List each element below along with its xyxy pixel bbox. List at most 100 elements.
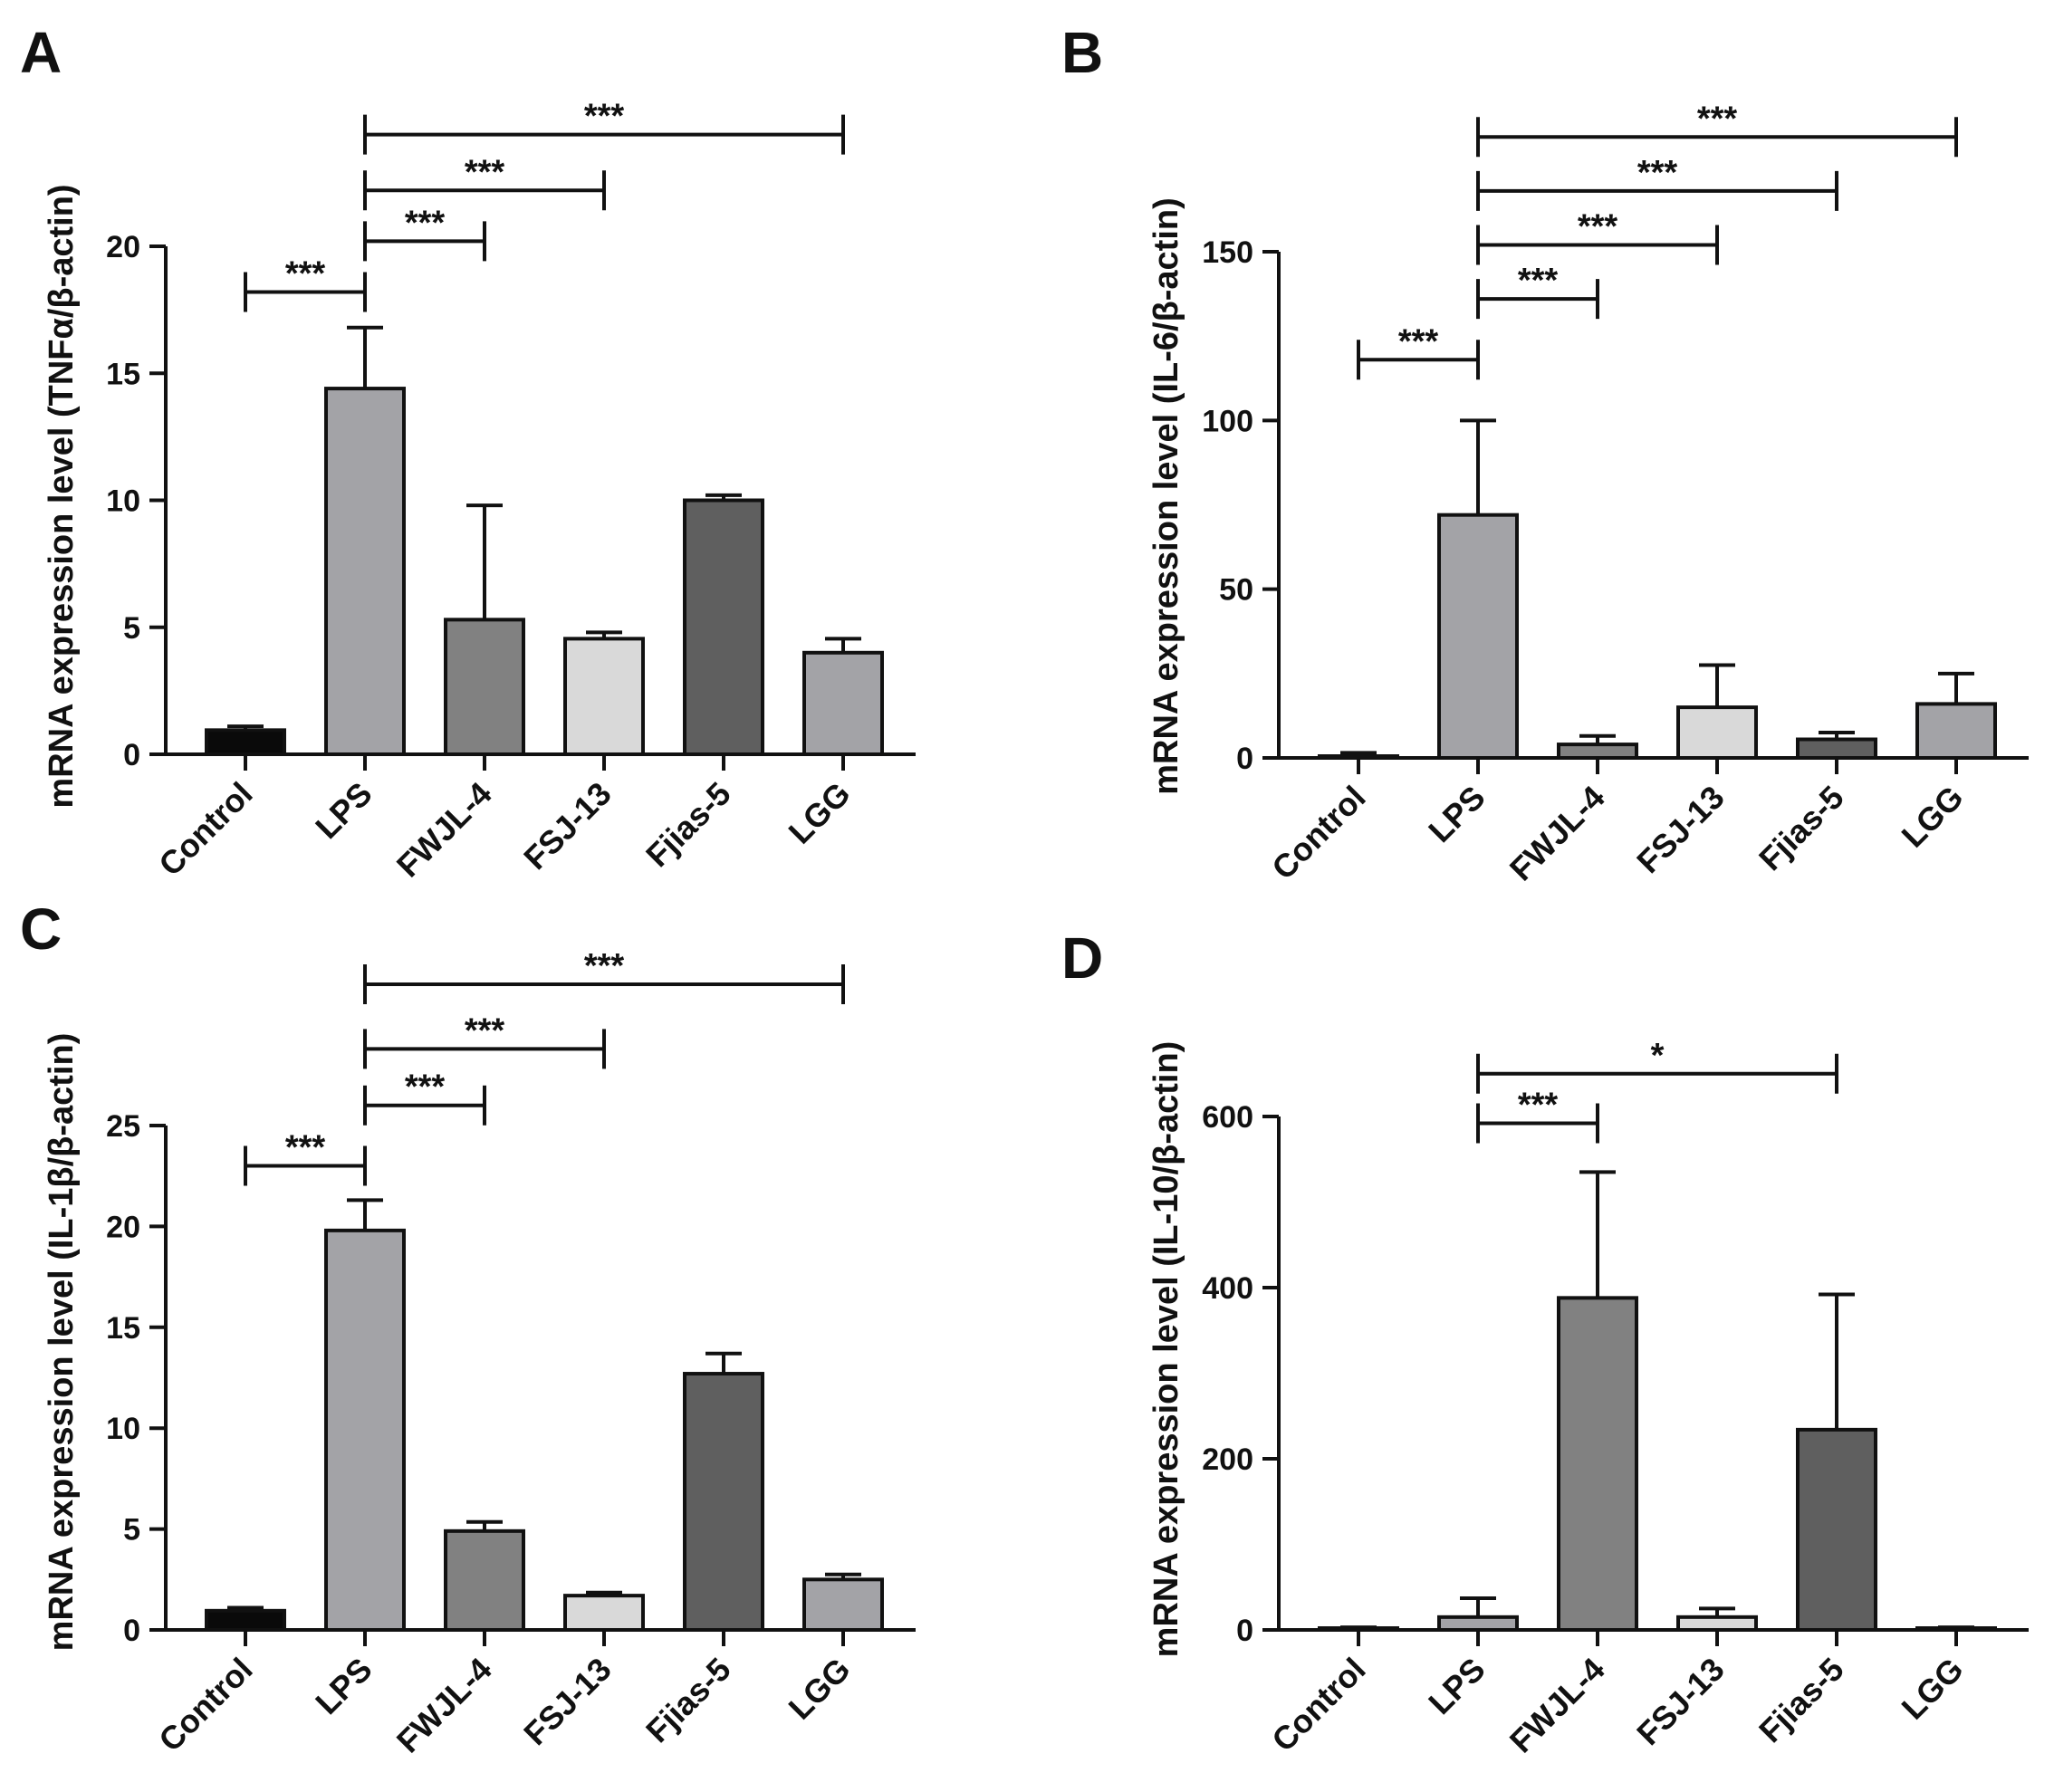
y-tick-label: 5 bbox=[123, 611, 140, 646]
significance-bracket bbox=[244, 272, 367, 312]
bar-fsj-13 bbox=[563, 637, 645, 756]
panel-c: C mRNA expression level (IL-1β/β-actin) … bbox=[20, 896, 916, 1760]
bar-lps bbox=[324, 1228, 406, 1632]
category-label: LGG bbox=[1895, 1651, 1971, 1727]
bar-fjias-5 bbox=[683, 498, 764, 756]
category-label: Control bbox=[1264, 779, 1372, 886]
panel-letter-b: B bbox=[1061, 20, 1103, 85]
significance-bracket bbox=[363, 221, 486, 262]
category-label: FWJL-4 bbox=[389, 775, 499, 885]
bar-fsj-13 bbox=[1676, 1615, 1758, 1632]
plot-area-b: 0 50 100 150 Control LPS FWJL-4 FSJ-13 Fjias-5 LG… bbox=[1202, 100, 2029, 888]
category-label: Fjias-5 bbox=[638, 1651, 738, 1750]
significance-label: *** bbox=[285, 254, 326, 292]
y-axis-title-c: mRNA expression level (IL-1β/β-actin) bbox=[43, 1033, 81, 1652]
y-axis-title-a: mRNA expression level (TNFα/β-actin) bbox=[43, 184, 81, 808]
significance-label: *** bbox=[1518, 1087, 1559, 1125]
significance-bracket bbox=[363, 1029, 606, 1069]
significance-bracket bbox=[1357, 340, 1480, 380]
significance-bracket bbox=[1476, 279, 1599, 320]
bar-fwjl-4 bbox=[444, 1528, 525, 1632]
y-tick-label: 15 bbox=[106, 1311, 140, 1346]
panel-d: D mRNA expression level (IL-10/β-actin) … bbox=[1061, 925, 2029, 1760]
category-label: FSJ-13 bbox=[516, 1651, 618, 1752]
bar-lgg bbox=[802, 1577, 884, 1633]
y-tick-label: 0 bbox=[123, 1614, 140, 1648]
significance-label: *** bbox=[405, 1068, 446, 1107]
significance-label: *** bbox=[405, 204, 446, 242]
category-label: LGG bbox=[782, 1651, 858, 1727]
significance-label: *** bbox=[1578, 208, 1618, 246]
significance-label: *** bbox=[1518, 262, 1559, 300]
significance-label: *** bbox=[1398, 322, 1439, 360]
plot-area-d: 0 200 400 600 Control LPS FWJL-4 FSJ-13 Fjias-5 L… bbox=[1202, 1037, 2029, 1760]
significance-label: * bbox=[1651, 1037, 1665, 1075]
y-tick-label: 0 bbox=[123, 738, 140, 772]
significance-label: *** bbox=[584, 98, 625, 136]
category-label: FWJL-4 bbox=[1502, 1651, 1612, 1760]
y-tick-label: 600 bbox=[1202, 1100, 1253, 1135]
bar-fwjl-4 bbox=[1557, 1296, 1638, 1632]
bar-lps bbox=[324, 387, 406, 756]
y-axis-title-b: mRNA expression level (IL-6/β-actin) bbox=[1147, 197, 1185, 795]
category-label: Fjias-5 bbox=[638, 775, 738, 875]
category-label: Control bbox=[151, 775, 259, 883]
bar-lgg bbox=[802, 650, 884, 756]
significance-label: *** bbox=[584, 947, 625, 985]
bar-lps bbox=[1437, 1615, 1519, 1632]
y-tick-label: 20 bbox=[106, 1210, 140, 1244]
y-tick-label: 0 bbox=[1236, 742, 1253, 776]
bar-fwjl-4 bbox=[444, 618, 525, 757]
bar-fjias-5 bbox=[683, 1372, 764, 1632]
y-tick-label: 0 bbox=[1236, 1614, 1253, 1648]
significance-bracket bbox=[1476, 170, 1838, 211]
significance-bracket bbox=[1476, 117, 1958, 158]
bar-fwjl-4 bbox=[1557, 743, 1638, 760]
bar-fjias-5 bbox=[1796, 737, 1877, 761]
plot-area-c: 0 5 10 15 20 25 Control LPS FWJL-4 FSJ-13 Fjias-5 L… bbox=[106, 947, 916, 1760]
y-tick-label: 50 bbox=[1219, 573, 1253, 608]
category-label: Fjias-5 bbox=[1752, 1651, 1851, 1750]
category-label: LPS bbox=[1421, 1651, 1492, 1721]
bar-fsj-13 bbox=[1676, 705, 1758, 760]
bar-control bbox=[1318, 754, 1399, 760]
category-label: LPS bbox=[308, 775, 379, 846]
panel-a: A mRNA expression level (TNFα/β-actin) 0… bbox=[20, 20, 916, 885]
panel-letter-a: A bbox=[20, 20, 62, 85]
category-label: Fjias-5 bbox=[1752, 779, 1851, 878]
significance-bracket bbox=[1476, 225, 1719, 265]
bar-lgg bbox=[1915, 702, 1997, 761]
category-label: LGG bbox=[782, 775, 858, 851]
y-tick-label: 400 bbox=[1202, 1271, 1253, 1306]
bar-lgg bbox=[1915, 1626, 1997, 1632]
panel-b: B mRNA expression level (IL-6/β-actin) 0… bbox=[1061, 20, 2029, 888]
category-label: FWJL-4 bbox=[389, 1651, 499, 1760]
y-tick-label: 20 bbox=[106, 230, 140, 264]
panel-letter-d: D bbox=[1061, 925, 1103, 991]
bar-control bbox=[1318, 1626, 1399, 1632]
category-label: FSJ-13 bbox=[1629, 779, 1731, 880]
category-label: LPS bbox=[1421, 779, 1492, 849]
y-tick-label: 150 bbox=[1202, 235, 1253, 270]
y-tick-label: 10 bbox=[106, 484, 140, 519]
category-label: FSJ-13 bbox=[1629, 1651, 1731, 1752]
bar-control bbox=[205, 1608, 286, 1632]
bar-fsj-13 bbox=[563, 1594, 645, 1633]
significance-bracket bbox=[363, 1085, 486, 1126]
significance-label: *** bbox=[465, 1011, 505, 1049]
significance-label: *** bbox=[465, 153, 505, 191]
y-tick-label: 100 bbox=[1202, 404, 1253, 438]
bar-lps bbox=[1437, 513, 1519, 760]
significance-bracket bbox=[363, 114, 845, 155]
significance-bracket bbox=[363, 170, 606, 211]
category-label: FWJL-4 bbox=[1502, 779, 1612, 888]
bar-fjias-5 bbox=[1796, 1427, 1877, 1632]
category-label: Control bbox=[151, 1651, 259, 1758]
y-tick-label: 15 bbox=[106, 357, 140, 391]
significance-bracket bbox=[363, 964, 845, 1005]
category-label: FSJ-13 bbox=[516, 775, 618, 877]
category-label: Control bbox=[1264, 1651, 1372, 1758]
category-label: LPS bbox=[308, 1651, 379, 1721]
y-tick-label: 25 bbox=[106, 1109, 140, 1144]
